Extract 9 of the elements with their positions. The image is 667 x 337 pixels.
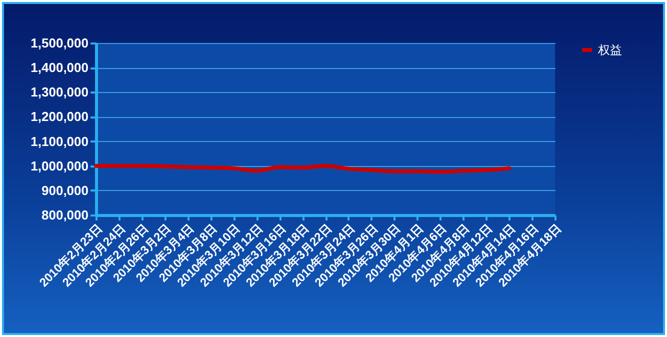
y-tick-label: 1,300,000 — [30, 84, 88, 100]
y-tick-label: 1,100,000 — [30, 134, 88, 149]
y-tick-label: 900,000 — [42, 182, 88, 198]
y-tick-label: 800,000 — [42, 208, 88, 222]
y-tick-label: 1,000,000 — [30, 158, 88, 174]
y-tick-label: 1,500,000 — [30, 36, 88, 50]
y-tick-label: 1,200,000 — [30, 109, 88, 124]
y-tick-label: 1,400,000 — [30, 60, 88, 76]
legend-label: 权益 — [597, 43, 622, 57]
